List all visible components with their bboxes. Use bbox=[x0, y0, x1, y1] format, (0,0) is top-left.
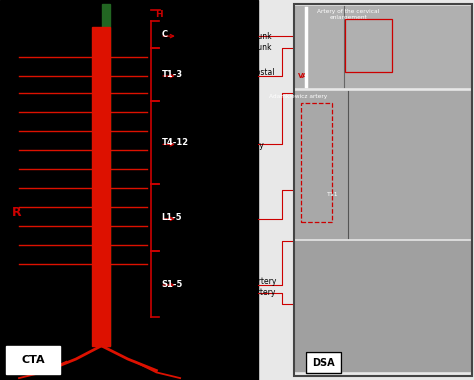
Text: Adamkiewicz artery: Adamkiewicz artery bbox=[269, 94, 327, 99]
Text: R: R bbox=[12, 206, 21, 219]
Text: CTA: CTA bbox=[21, 355, 45, 365]
Text: S1-5: S1-5 bbox=[162, 280, 183, 289]
Text: T11: T11 bbox=[327, 192, 339, 198]
Bar bbox=[295, 91, 471, 238]
Bar bbox=[6, 346, 60, 374]
Bar bbox=[92, 27, 110, 346]
Text: Intercostal artery: Intercostal artery bbox=[197, 141, 264, 150]
Text: Supreme intercostal
artery: Supreme intercostal artery bbox=[197, 68, 274, 88]
Bar bbox=[295, 6, 471, 87]
Text: C: C bbox=[162, 30, 168, 39]
Text: DSA: DSA bbox=[312, 358, 335, 368]
Bar bbox=[301, 103, 332, 222]
Bar bbox=[102, 4, 110, 346]
Text: Artery of the cervical
enlargement: Artery of the cervical enlargement bbox=[317, 10, 380, 20]
Text: Lumber artery: Lumber artery bbox=[197, 216, 252, 225]
Text: Median sacral artery
Lateral sacral artery: Median sacral artery Lateral sacral arte… bbox=[197, 277, 276, 297]
Text: H: H bbox=[155, 10, 163, 19]
Bar bbox=[294, 4, 472, 376]
Bar bbox=[294, 4, 472, 376]
Text: L1-5: L1-5 bbox=[162, 213, 182, 222]
Bar bbox=[295, 241, 471, 370]
Text: VA: VA bbox=[298, 73, 308, 79]
Text: T4-12: T4-12 bbox=[162, 138, 189, 147]
Bar bbox=[306, 352, 341, 373]
Text: T1-3: T1-3 bbox=[162, 70, 183, 79]
Bar bbox=[345, 19, 392, 72]
Bar bbox=[0, 0, 258, 380]
Text: Vertebral artery
Thyrocervical trunk
Costocervical trunk: Vertebral artery Thyrocervical trunk Cos… bbox=[197, 21, 271, 52]
Bar bbox=[306, 352, 341, 373]
